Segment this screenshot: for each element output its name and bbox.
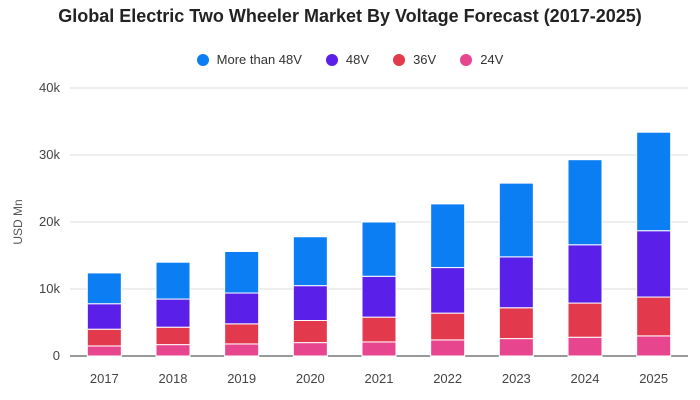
legend-swatch-more-than-48v (196, 53, 209, 66)
bar-segment (361, 221, 397, 277)
bar-segment (430, 312, 466, 341)
y-tick-label: 10k (39, 281, 60, 296)
x-tick-label: 2023 (502, 371, 531, 386)
bar-segment (361, 316, 397, 343)
y-axis-label: USD Mn (11, 199, 25, 244)
x-tick-label: 2022 (433, 371, 462, 386)
bar-segment (636, 131, 672, 232)
x-tick-label: 2019 (227, 371, 256, 386)
chart-title: Global Electric Two Wheeler Market By Vo… (58, 6, 642, 26)
bar-segment (292, 319, 328, 344)
bar-segment (155, 298, 191, 328)
x-tick-label: 2020 (296, 371, 325, 386)
bar-segment (567, 302, 603, 338)
x-tick-label: 2024 (571, 371, 600, 386)
bar-segment (498, 182, 534, 258)
legend-item-36v[interactable]: 36V (393, 52, 436, 67)
bar-segment (430, 267, 466, 314)
y-tick-label: 20k (39, 214, 60, 229)
x-tick-label: 2021 (365, 371, 394, 386)
legend-label-more-than-48v: More than 48V (216, 52, 302, 67)
bar-segment (498, 338, 534, 357)
y-tick-label: 30k (39, 147, 60, 162)
bar-segment (86, 272, 122, 305)
bar-segment (498, 256, 534, 309)
bar-segment (224, 343, 260, 357)
bar-segment (86, 328, 122, 347)
bar-segment (86, 345, 122, 357)
x-tick-label: 2025 (639, 371, 668, 386)
bar-segment (636, 296, 672, 337)
bar-segment (567, 336, 603, 357)
bar-segment (636, 335, 672, 357)
y-tick-label: 0 (53, 348, 60, 363)
bar-segment (430, 339, 466, 357)
y-tick-label: 40k (39, 80, 60, 95)
bar-segment (567, 159, 603, 246)
x-tick-label: 2018 (159, 371, 188, 386)
legend-label-48v: 48V (345, 52, 370, 67)
bar-segment (155, 344, 191, 357)
bar-segment (361, 341, 397, 357)
bar-segment (292, 285, 328, 321)
bar-segment (636, 230, 672, 298)
bar-segment (292, 236, 328, 287)
bar-segment (224, 323, 260, 345)
bar-segment (224, 250, 260, 294)
x-tick-label: 2017 (90, 371, 119, 386)
legend: More than 48V 48V 36V 24V (0, 52, 700, 67)
legend-swatch-24v (460, 53, 473, 66)
legend-label-36v: 36V (413, 52, 437, 67)
bar-segment (498, 307, 534, 340)
bar-segment (292, 342, 328, 357)
legend-item-48v[interactable]: 48V (325, 52, 370, 67)
legend-label-24v: 24V (480, 52, 504, 67)
bar-segment (224, 292, 260, 325)
bar-segment (86, 303, 122, 330)
legend-swatch-36v (393, 53, 406, 66)
legend-item-more-than-48v[interactable]: More than 48V (196, 52, 302, 67)
bar-segment (430, 203, 466, 269)
legend-item-24v[interactable]: 24V (460, 52, 503, 67)
bar-segment (155, 261, 191, 300)
bar-segment (361, 275, 397, 318)
legend-swatch-48v (325, 53, 338, 66)
bar-segment (155, 326, 191, 346)
bar-segment (567, 244, 603, 304)
